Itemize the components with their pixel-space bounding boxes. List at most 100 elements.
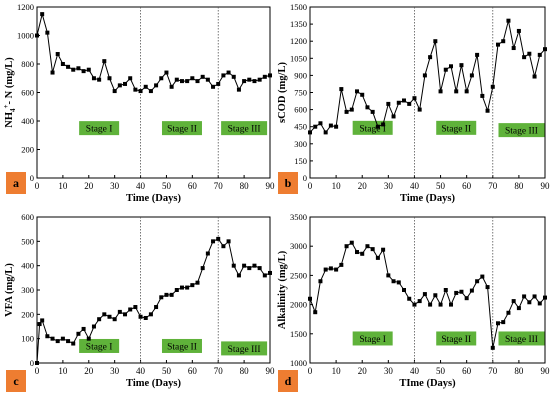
data-point [313, 310, 318, 315]
data-point [485, 108, 490, 113]
data-point [40, 12, 45, 17]
data-point [308, 296, 312, 301]
data-point [537, 52, 542, 57]
data-point [386, 273, 391, 278]
data-point [242, 263, 247, 268]
panel-label: a [13, 176, 19, 190]
data-point [485, 285, 490, 290]
data-point [55, 52, 60, 57]
y-tick-label: 400 [21, 116, 34, 126]
x-tick-label: 50 [162, 366, 172, 376]
data-point [375, 124, 380, 129]
x-tick-label: 70 [214, 366, 224, 376]
data-point [179, 79, 184, 84]
y-tick-label: 100 [21, 334, 34, 344]
stage-label-box [221, 341, 268, 356]
data-point [200, 266, 205, 271]
data-point [123, 312, 128, 317]
x-tick-label: 60 [462, 181, 472, 191]
data-point [365, 244, 370, 249]
data-point [443, 288, 448, 292]
plot-frame [309, 216, 546, 364]
x-axis-label: Time (Days) [126, 378, 181, 389]
x-tick-label: 80 [514, 181, 524, 191]
stage-label: Stage I [359, 124, 386, 134]
data-point [496, 42, 500, 47]
x-tick-label: 70 [488, 366, 498, 376]
data-point [506, 310, 511, 315]
data-point [169, 292, 174, 297]
stage-label-box [221, 121, 268, 136]
y-tick-label: 300 [294, 139, 307, 149]
data-point [190, 283, 195, 288]
data-point [381, 247, 386, 252]
data-point [323, 130, 328, 135]
data-point [506, 18, 511, 23]
stage-label: Stage II [167, 125, 197, 135]
data-point [464, 296, 469, 301]
data-point [344, 109, 349, 114]
y-tick-label: 500 [21, 236, 34, 246]
data-point [527, 51, 532, 56]
data-point [148, 89, 153, 94]
data-point [200, 74, 205, 79]
data-point [475, 279, 480, 284]
panel-b: 0 10 20 30 40 50 60 70 80 90015030045060075090010… [277, 2, 550, 204]
data-point [501, 320, 506, 325]
data-point [360, 92, 365, 97]
data-point [86, 67, 91, 72]
x-tick-label: 70 [488, 181, 498, 191]
data-point [159, 76, 164, 81]
data-point [454, 290, 459, 295]
data-point [543, 47, 547, 52]
data-point [138, 314, 143, 319]
data-point [37, 322, 42, 327]
data-point [66, 64, 71, 69]
data-point [433, 39, 438, 44]
panel-d: 0 10 20 30 40 50 60 70 80 90 1000 1500 2000 2500 3000 3… [277, 212, 550, 392]
data-point [107, 314, 112, 319]
x-tick-label: 60 [188, 181, 198, 191]
data-point [391, 279, 396, 284]
data-point [355, 250, 359, 255]
data-point [252, 263, 257, 268]
data-point [143, 315, 148, 320]
data-point [262, 273, 267, 278]
stage-label: Stage II [441, 335, 471, 345]
data-point [159, 295, 164, 300]
x-tick-label: 20 [84, 366, 94, 376]
data-point [236, 273, 241, 278]
data-point [128, 76, 133, 81]
data-point [138, 89, 143, 94]
data-point [211, 239, 216, 244]
x-tick-label: 0 [35, 181, 40, 191]
x-tick-label: 40 [410, 181, 420, 191]
data-point [216, 81, 221, 86]
stage-label: Stage II [441, 124, 471, 134]
data-point [205, 77, 210, 82]
data-point [402, 98, 406, 103]
y-tick-label: 900 [294, 70, 307, 80]
data-point [323, 267, 328, 272]
data-point [91, 76, 96, 81]
stage-label: Stage I [86, 342, 113, 352]
data-point [236, 87, 241, 92]
y-tick-label: 300 [21, 285, 34, 295]
data-point [71, 341, 76, 346]
data-point [318, 279, 323, 284]
data-point [154, 83, 159, 88]
data-point [221, 73, 226, 78]
stage-label: Stage I [86, 125, 113, 135]
data-point [117, 309, 122, 314]
y-axis-label: Alkalinity (mg/L) [277, 250, 288, 329]
data-point [469, 73, 474, 78]
data-point [143, 84, 148, 89]
data-point [76, 66, 81, 71]
data-point [516, 28, 521, 33]
y-tick-label: 1000 [17, 31, 34, 41]
data-point [490, 84, 495, 89]
data-point [349, 240, 354, 245]
x-tick-label: 90 [266, 181, 276, 191]
x-tick-label: 0 [308, 366, 313, 376]
